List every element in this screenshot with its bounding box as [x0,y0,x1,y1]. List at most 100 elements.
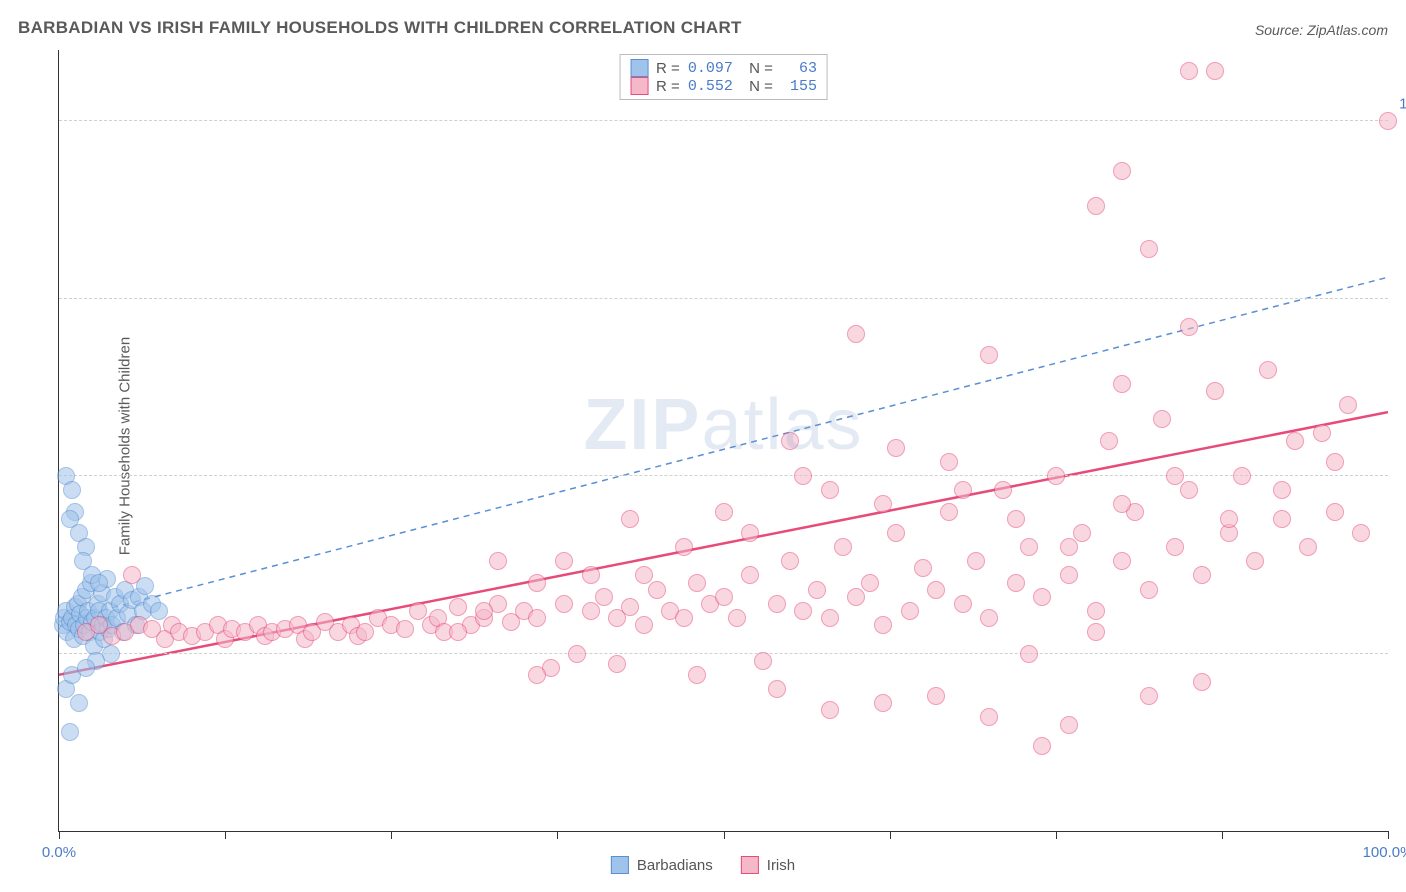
scatter-point [954,595,972,613]
legend-correlation-row: R =0.552 N = 155 [630,77,817,95]
gridline-h [59,653,1388,654]
scatter-point [821,609,839,627]
scatter-point [1113,495,1131,513]
scatter-point [821,701,839,719]
legend-r-value: 0.552 [688,78,733,95]
scatter-point [940,503,958,521]
scatter-point [887,439,905,457]
x-tick [1056,831,1057,839]
scatter-point [568,645,586,663]
legend-r-value: 0.097 [688,60,733,77]
legend-r-label: R = [656,60,680,77]
scatter-point [1206,62,1224,80]
scatter-point [768,680,786,698]
scatter-point [90,574,108,592]
scatter-point [887,524,905,542]
scatter-point [396,620,414,638]
scatter-point [1166,467,1184,485]
scatter-point [1286,432,1304,450]
scatter-point [980,609,998,627]
scatter-point [356,623,374,641]
gridline-h [59,298,1388,299]
gridline-h [59,475,1388,476]
scatter-point [1113,552,1131,570]
x-tick [890,831,891,839]
scatter-point [582,566,600,584]
scatter-point [728,609,746,627]
scatter-point [1113,375,1131,393]
scatter-point [63,481,81,499]
scatter-point [874,616,892,634]
plot-area: ZIPatlas R = 0.097 N = 63R =0.552 N = 155… [58,50,1388,832]
gridline-h [59,120,1388,121]
scatter-point [1259,361,1277,379]
scatter-point [61,510,79,528]
scatter-point [1326,503,1344,521]
legend-swatch [630,77,648,95]
scatter-point [621,510,639,528]
scatter-point [741,566,759,584]
scatter-point [847,588,865,606]
scatter-point [808,581,826,599]
scatter-point [1060,538,1078,556]
x-tick-label: 0.0% [42,844,76,861]
scatter-point [861,574,879,592]
scatter-point [1352,524,1370,542]
scatter-point [821,481,839,499]
x-tick [557,831,558,839]
scatter-point [1339,396,1357,414]
legend-n-value: 155 [781,78,817,95]
x-tick [1222,831,1223,839]
scatter-point [1100,432,1118,450]
watermark-bold: ZIP [583,385,701,465]
scatter-point [1033,588,1051,606]
scatter-point [675,538,693,556]
scatter-point [688,666,706,684]
scatter-point [102,645,120,663]
scatter-point [1033,737,1051,755]
legend-swatch [611,856,629,874]
legend-swatch [741,856,759,874]
chart-source: Source: ZipAtlas.com [1255,22,1388,38]
scatter-point [741,524,759,542]
scatter-point [940,453,958,471]
scatter-point [675,609,693,627]
legend-correlation: R = 0.097 N = 63R =0.552 N = 155 [619,54,828,100]
y-tick-label: 100.0% [1399,96,1406,113]
x-tick [59,831,60,839]
scatter-point [1180,318,1198,336]
scatter-point [1113,162,1131,180]
scatter-point [874,495,892,513]
x-tick [391,831,392,839]
chart-container: BARBADIAN VS IRISH FAMILY HOUSEHOLDS WIT… [0,0,1406,892]
scatter-point [1273,510,1291,528]
scatter-point [914,559,932,577]
scatter-point [1073,524,1091,542]
scatter-point [449,598,467,616]
scatter-point [595,588,613,606]
scatter-point [1206,382,1224,400]
scatter-point [1140,240,1158,258]
scatter-point [1193,673,1211,691]
scatter-point [1193,566,1211,584]
scatter-point [794,602,812,620]
scatter-point [1299,538,1317,556]
legend-n-label: N = [741,78,773,95]
scatter-point [1313,424,1331,442]
scatter-point [1246,552,1264,570]
scatter-point [715,588,733,606]
watermark-light: atlas [701,385,863,465]
scatter-point [768,595,786,613]
scatter-point [927,687,945,705]
legend-n-value: 63 [781,60,817,77]
scatter-point [754,652,772,670]
scatter-point [781,432,799,450]
scatter-point [1379,112,1397,130]
scatter-point [1087,602,1105,620]
scatter-point [1007,510,1025,528]
x-tick [1388,831,1389,839]
x-tick [225,831,226,839]
scatter-point [1087,623,1105,641]
scatter-point [528,574,546,592]
scatter-point [1020,645,1038,663]
